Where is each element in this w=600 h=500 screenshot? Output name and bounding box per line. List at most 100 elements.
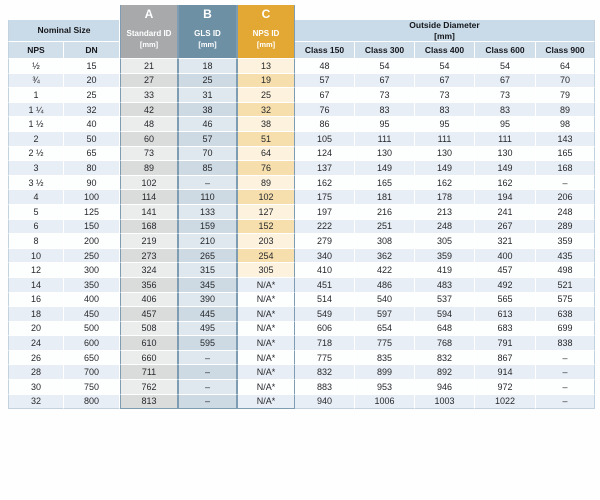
- cell-b: –: [178, 394, 237, 410]
- cell-a: 73: [120, 146, 178, 162]
- table-row: ¾ 20 27 25 19 57 67 67 67 70: [8, 73, 595, 89]
- cell-c150: 410: [295, 263, 355, 278]
- cell-dn: 250: [64, 248, 120, 264]
- cell-c400: 892: [415, 365, 475, 381]
- cell-c600: 400: [475, 248, 536, 264]
- cell-c: 25: [237, 88, 295, 103]
- column-letter-c: C: [261, 7, 271, 21]
- cell-c300: 1006: [355, 394, 415, 410]
- cell-c400: 419: [415, 263, 475, 278]
- cell-c300: 216: [355, 204, 415, 220]
- cell-c150: 940: [295, 394, 355, 410]
- header-spacer-right: [295, 5, 595, 20]
- cell-c: 127: [237, 204, 295, 220]
- cell-b: 390: [178, 292, 237, 308]
- cell-c300: 422: [355, 263, 415, 278]
- cell-c150: 606: [295, 321, 355, 337]
- cell-c150: 514: [295, 292, 355, 308]
- cell-b: 85: [178, 161, 237, 176]
- cell-c600: 83: [475, 102, 536, 118]
- cell-b: –: [178, 175, 237, 191]
- standard-id-header-block: A Standard ID [mm]: [121, 5, 177, 49]
- cell-a: 27: [120, 73, 178, 89]
- cell-c150: 86: [295, 117, 355, 132]
- cell-c600: 565: [475, 292, 536, 308]
- cell-dn: 15: [64, 59, 120, 74]
- cell-nps: ½: [8, 59, 64, 74]
- cell-c150: 718: [295, 336, 355, 351]
- cell-b: 315: [178, 263, 237, 278]
- cell-nps: 8: [8, 234, 64, 249]
- table-row: 26 650 660– N/A* 775 835 832 867–: [8, 350, 595, 366]
- cell-c: N/A*: [237, 307, 295, 322]
- cell-c900: –: [536, 350, 595, 366]
- cell-c: N/A*: [237, 336, 295, 351]
- nps-id-label: NPS ID: [252, 29, 280, 38]
- cell-c: N/A*: [237, 292, 295, 308]
- cell-c: 38: [237, 117, 295, 132]
- cell-c400: 162: [415, 175, 475, 191]
- cell-c900: 70: [536, 73, 595, 89]
- cell-c900: 165: [536, 146, 595, 162]
- outside-diameter-title: Outside Diameter: [409, 20, 480, 31]
- cell-dn: 20: [64, 73, 120, 89]
- cell-c400: 95: [415, 117, 475, 132]
- cell-b: 70: [178, 146, 237, 162]
- cell-a: 48: [120, 117, 178, 132]
- gls-id-unit: [mm]: [198, 40, 217, 49]
- cell-c300: 67: [355, 73, 415, 89]
- cell-dn: 40: [64, 117, 120, 132]
- cell-b: 31: [178, 88, 237, 103]
- gls-id-label: GLS ID: [194, 29, 221, 38]
- cell-c300: 111: [355, 131, 415, 147]
- cell-c400: 359: [415, 248, 475, 264]
- column-letter-b: B: [203, 7, 212, 21]
- cell-b: –: [178, 380, 237, 395]
- cell-c600: 613: [475, 307, 536, 322]
- column-letter-a: A: [144, 7, 154, 21]
- table-row: 30 750 762– N/A* 883 953 946 972–: [8, 380, 595, 395]
- cell-c150: 451: [295, 277, 355, 293]
- class-300-header: Class 300: [355, 42, 415, 59]
- cell-a: 33: [120, 88, 178, 103]
- cell-c400: 483: [415, 277, 475, 293]
- cell-dn: 200: [64, 234, 120, 249]
- cell-c300: 181: [355, 190, 415, 205]
- cell-a: 21: [120, 59, 178, 74]
- cell-nps: 30: [8, 380, 64, 395]
- cell-c300: 654: [355, 321, 415, 337]
- cell-c900: 79: [536, 88, 595, 103]
- cell-c: 89: [237, 175, 295, 191]
- cell-c150: 279: [295, 234, 355, 249]
- cell-c: 305: [237, 263, 295, 278]
- cell-b: 38: [178, 102, 237, 118]
- cell-c900: –: [536, 394, 595, 410]
- nominal-size-header: Nominal Size: [8, 20, 120, 42]
- cell-c150: 76: [295, 102, 355, 118]
- nps-id-unit: [mm]: [256, 40, 276, 49]
- cell-dn: 700: [64, 365, 120, 381]
- cell-c150: 124: [295, 146, 355, 162]
- cell-nps: ¾: [8, 73, 64, 89]
- table-row: 6 150 168 159 152 222 251 248 267 289: [8, 219, 595, 235]
- cell-c400: 946: [415, 380, 475, 395]
- cell-dn: 100: [64, 190, 120, 205]
- cell-c400: 1003: [415, 394, 475, 410]
- cell-c: 76: [237, 161, 295, 176]
- cell-c400: 111: [415, 131, 475, 147]
- cell-nps: 16: [8, 292, 64, 308]
- cell-nps: 2 ½: [8, 146, 64, 162]
- cell-dn: 65: [64, 146, 120, 162]
- cell-nps: 1 ¼: [8, 102, 64, 118]
- cell-nps: 6: [8, 219, 64, 235]
- cell-nps: 3: [8, 161, 64, 176]
- cell-c: 203: [237, 234, 295, 249]
- cell-dn: 450: [64, 307, 120, 322]
- table-row: 3 80 89 85 76 137 149 149 149 168: [8, 161, 595, 176]
- cell-c: 51: [237, 131, 295, 147]
- cell-c: N/A*: [237, 394, 295, 410]
- cell-nps: 12: [8, 263, 64, 278]
- cell-nps: 14: [8, 277, 64, 293]
- table-row: 14 350 356 345 N/A* 451 486 483 492 521: [8, 277, 595, 293]
- cell-nps: 4: [8, 190, 64, 205]
